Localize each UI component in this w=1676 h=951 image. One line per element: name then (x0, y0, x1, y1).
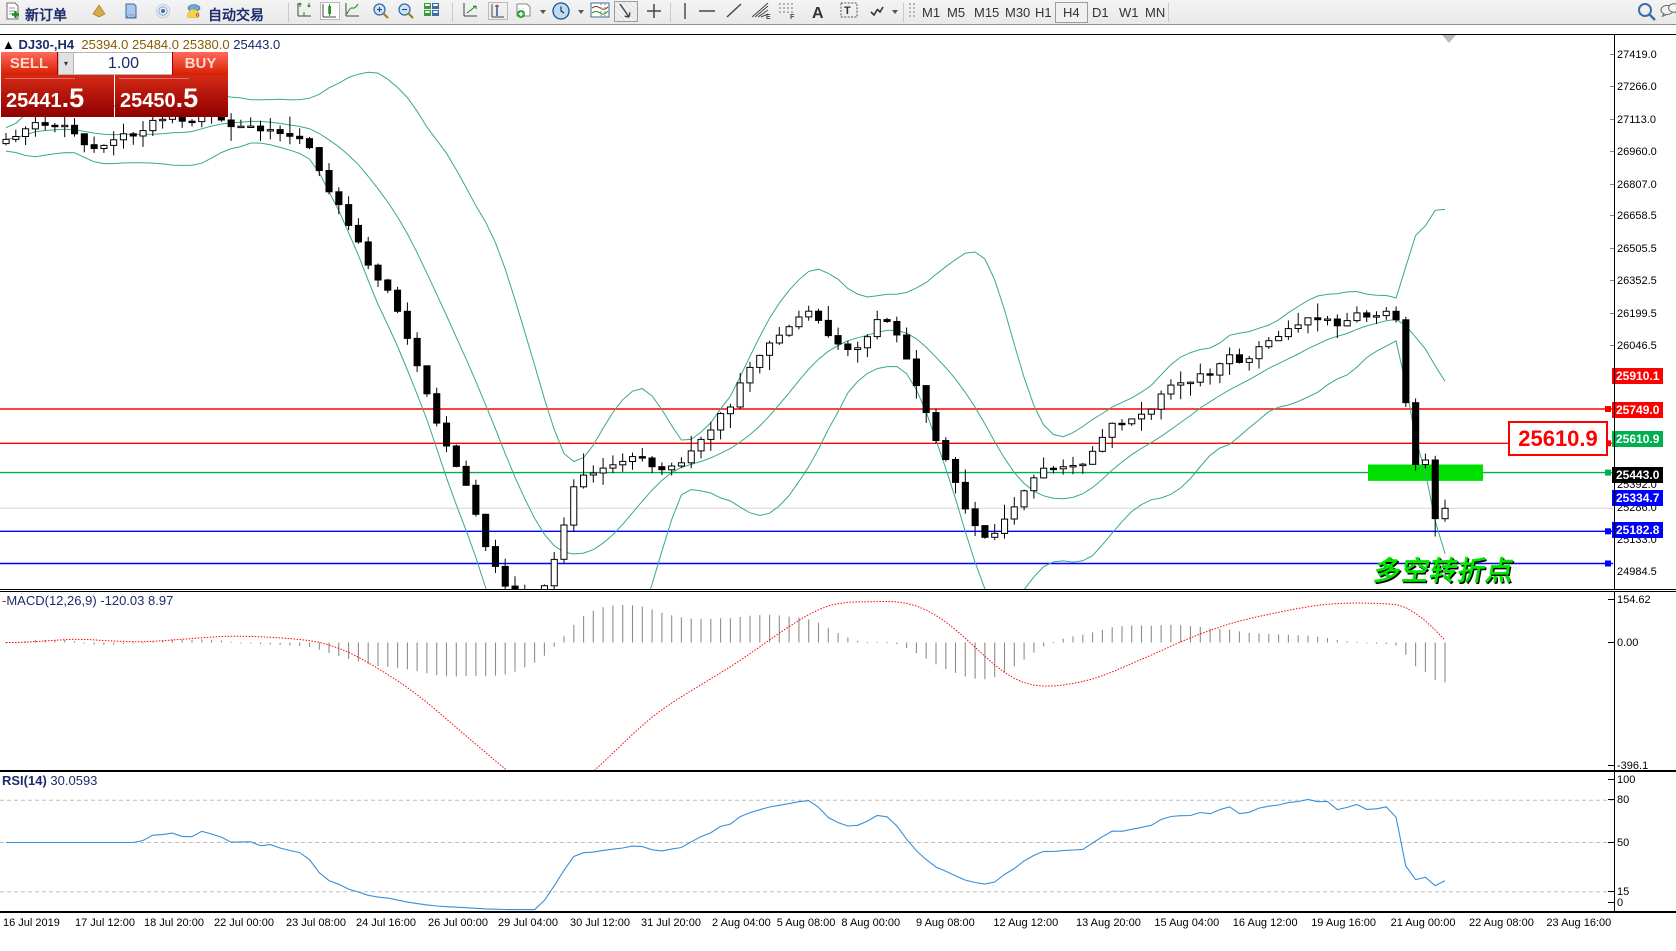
svg-text:E: E (766, 14, 771, 20)
svg-text:T: T (844, 5, 851, 17)
svg-text:F: F (790, 14, 795, 20)
